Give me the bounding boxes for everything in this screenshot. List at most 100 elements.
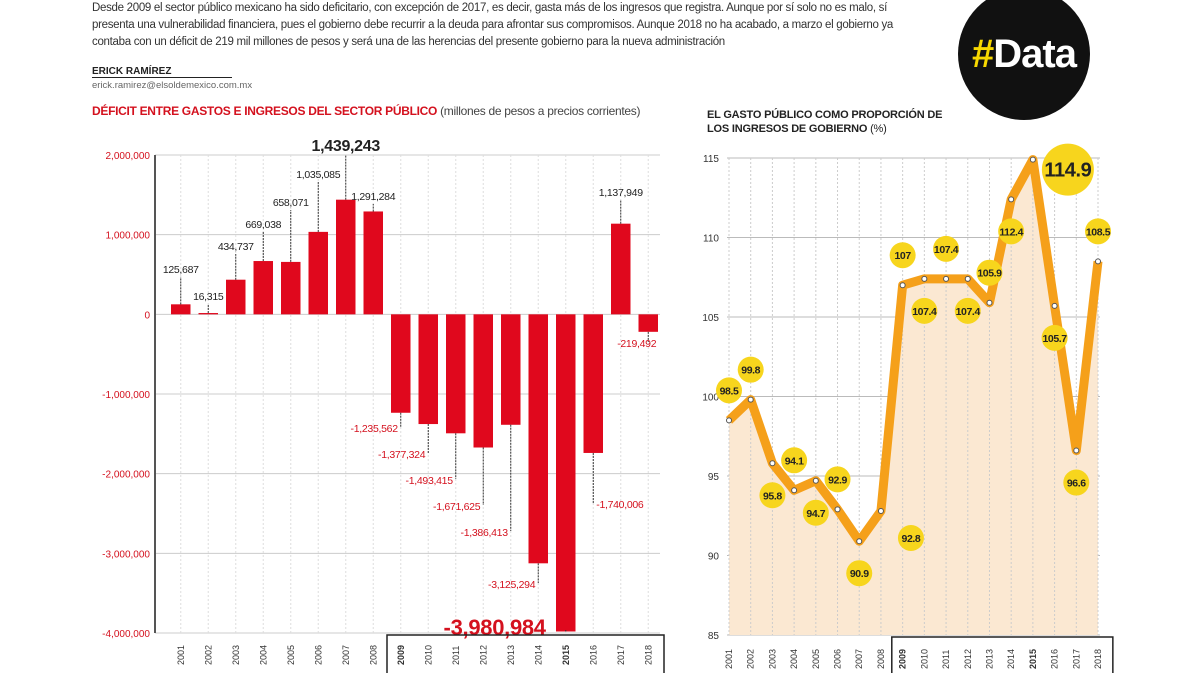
data-label: 107.4: [912, 306, 937, 318]
data-point: [1029, 156, 1036, 163]
bar: [391, 314, 411, 413]
value-bubble: [897, 524, 924, 551]
x-tick-label: 2018: [643, 645, 653, 665]
value-bubble: [824, 466, 851, 493]
x-tick-label: 2011: [451, 646, 461, 665]
value-bubble: [1041, 324, 1068, 351]
x-tick-label: 2002: [203, 645, 213, 665]
data-point: [964, 275, 971, 282]
value-bubble: [933, 235, 960, 262]
data-point: [769, 460, 776, 467]
bar-chart-title: DÉFICIT ENTRE GASTOS E INGRESOS DEL SECT…: [92, 104, 641, 118]
x-tick-label: 2007: [854, 649, 864, 669]
data-point: [899, 282, 906, 289]
data-label: 658,071: [273, 197, 309, 209]
data-label: -1,493,415: [406, 475, 454, 487]
highlight-box: [891, 636, 1114, 673]
bar: [473, 314, 493, 448]
x-tick-label: 2009: [898, 649, 908, 669]
value-bubble: [781, 447, 808, 474]
bar: [226, 279, 246, 315]
data-label: -219,492: [617, 338, 657, 350]
data-label: 112.4: [999, 226, 1023, 238]
bar: [281, 261, 301, 315]
data-label: 105.9: [977, 268, 1002, 280]
author-name: ERICK RAMÍREZ: [92, 66, 232, 78]
bar: [501, 314, 521, 425]
y-tick-label: -3,000,000: [102, 549, 150, 560]
y-tick-label: 2,000,000: [106, 151, 151, 162]
data-label: 94.7: [806, 508, 825, 520]
y-tick-label: -2,000,000: [102, 470, 150, 481]
data-label: 90.9: [850, 568, 869, 580]
bar: [583, 314, 603, 453]
bar: [308, 231, 328, 315]
bar: [363, 211, 383, 315]
data-point: [943, 275, 950, 282]
x-tick-label: 2008: [876, 649, 886, 669]
data-label: 95.8: [763, 490, 782, 502]
x-tick-label: 2001: [176, 645, 186, 665]
x-tick-label: 2009: [396, 645, 406, 665]
x-tick-label: 2001: [724, 649, 734, 669]
bar: [611, 223, 631, 315]
x-tick-label: 2011: [941, 650, 951, 669]
y-tick-label: 0: [144, 310, 150, 321]
x-tick-label: 2013: [984, 649, 994, 669]
bar-title: DÉFICIT ENTRE GASTOS E INGRESOS DEL SECT…: [92, 104, 438, 118]
data-label: 96.6: [1067, 478, 1086, 490]
data-label: 107.4: [934, 244, 959, 256]
y-tick-label: -4,000,000: [102, 629, 150, 640]
data-label: -1,235,562: [351, 423, 399, 435]
x-tick-label: 2005: [811, 649, 821, 669]
y-tick-label: 100: [702, 393, 719, 404]
value-bubble: [976, 259, 1003, 286]
bar: [171, 304, 191, 315]
x-tick-label: 2015: [561, 645, 571, 665]
data-point: [921, 275, 928, 282]
data-label: 107: [894, 250, 911, 262]
x-tick-label: 2006: [833, 649, 843, 669]
data-point: [1095, 258, 1101, 265]
x-tick-label: 2017: [1071, 649, 1081, 669]
x-tick-label: 2006: [313, 645, 323, 665]
value-bubble: [1085, 218, 1111, 245]
x-tick-label: 2014: [533, 645, 543, 665]
value-bubble: [759, 482, 786, 509]
y-tick-label: 105: [702, 313, 719, 324]
series-line: [725, 155, 1103, 546]
bar: [336, 199, 356, 315]
data-point: [791, 487, 798, 494]
value-bubble: [911, 297, 938, 324]
data-point: [1051, 302, 1058, 309]
x-tick-label: 2012: [478, 645, 488, 665]
x-tick-label: 2003: [767, 649, 777, 669]
x-tick-label: 2012: [963, 649, 973, 669]
data-label: 94.1: [785, 455, 804, 467]
data-label: 107.4: [956, 306, 981, 318]
y-tick-label: 1,000,000: [106, 231, 151, 242]
line-title: EL GASTO PÚBLICO COMO PROPORCIÓN DE LOS …: [707, 109, 943, 135]
x-tick-label: 2002: [746, 649, 756, 669]
data-label: 1,291,284: [351, 191, 395, 203]
data-label: 92.9: [828, 474, 847, 486]
x-tick-label: 2014: [1006, 649, 1016, 669]
bar: [198, 313, 218, 315]
y-tick-label: 85: [708, 631, 720, 642]
data-label: -3,980,984: [444, 615, 547, 640]
value-bubble: [1041, 143, 1094, 196]
x-tick-label: 2013: [506, 645, 516, 665]
data-label: -1,671,625: [433, 501, 481, 513]
data-point: [747, 396, 754, 403]
data-label: 16,315: [193, 291, 224, 303]
intro-text: Desde 2009 el sector público mexicano ha…: [92, 2, 894, 48]
value-bubble: [802, 499, 829, 526]
x-tick-label: 2017: [616, 645, 626, 665]
x-tick-label: 2003: [231, 645, 241, 665]
value-bubble: [716, 377, 742, 404]
bar: [528, 314, 548, 564]
data-point: [1073, 447, 1080, 454]
y-tick-label: 110: [703, 234, 719, 245]
x-tick-label: 2004: [789, 649, 799, 669]
line-unit: (%): [870, 123, 887, 135]
